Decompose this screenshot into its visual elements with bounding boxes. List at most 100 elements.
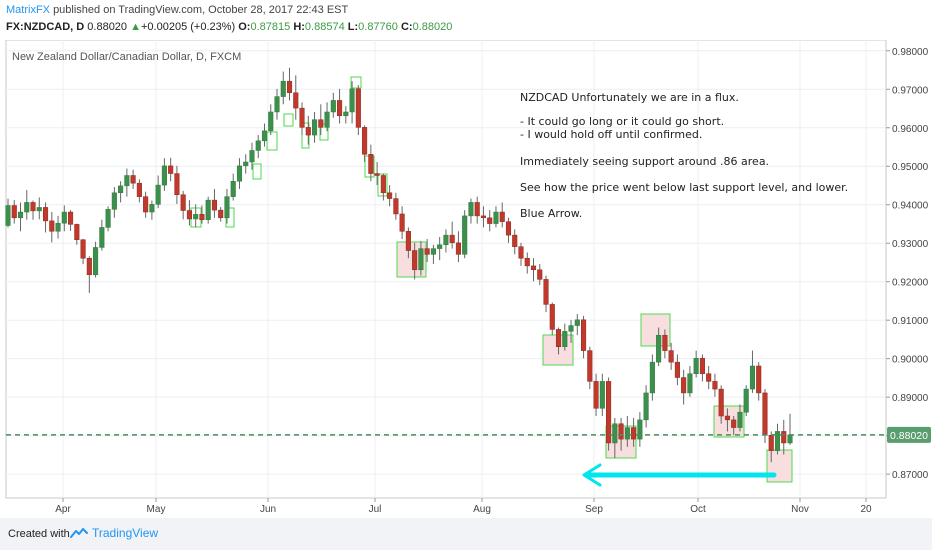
candle-up: [787, 434, 793, 444]
candle-up: [574, 319, 580, 326]
tradingview-link[interactable]: TradingView: [70, 526, 158, 540]
candle-down: [549, 304, 555, 330]
candle-down: [186, 210, 192, 220]
candle-down: [286, 80, 293, 93]
y-tick-label: 0.95000: [892, 162, 929, 173]
candle-up: [637, 419, 643, 440]
candle-up: [243, 161, 249, 167]
candle-up: [493, 211, 499, 224]
created-with-label: Created with: [8, 528, 70, 540]
close-label: C:: [400, 21, 413, 33]
x-tick-label: Aug: [473, 504, 491, 515]
publisher-name[interactable]: MatrixFX: [6, 4, 50, 16]
candles: [5, 67, 793, 463]
candle-down: [393, 198, 399, 215]
candle-down: [11, 205, 17, 219]
candle-down: [618, 423, 624, 440]
x-tick-label: Apr: [55, 504, 71, 515]
candle-down: [305, 127, 311, 136]
candle-down: [168, 165, 174, 174]
candle-down: [30, 202, 36, 212]
candle-up: [5, 205, 11, 226]
quote-line: FX:NZDCAD, D 0.88020 ▲+0.00205 (+0.23%) …: [6, 21, 452, 33]
footer-bar: Created with TradingView: [0, 518, 932, 550]
note-line-4: See how the price went below last suppor…: [520, 181, 848, 194]
candle-up: [737, 411, 743, 428]
candle-down: [74, 224, 80, 240]
candle-up: [24, 202, 30, 213]
candle-down: [424, 248, 430, 255]
candle-down: [543, 279, 549, 305]
candle-down: [524, 257, 530, 267]
note-line-3: Immediately seeing support around .86 ar…: [520, 155, 769, 168]
candle-up: [55, 222, 61, 232]
note-text: NZDCAD Unfortunately we are in a flux. -…: [520, 91, 848, 220]
candle-up: [274, 96, 280, 113]
price-chart[interactable]: 0.98000 0.97000 0.96000 0.95000 0.94000 0.930…: [0, 40, 932, 518]
x-tick-label: May: [147, 504, 166, 515]
candle-down: [136, 182, 142, 197]
candle-down: [699, 358, 705, 374]
candle-down: [474, 202, 480, 217]
candle-down: [674, 361, 680, 378]
blue-arrow-head: [582, 463, 602, 487]
candle-down: [587, 350, 593, 382]
candle-up: [462, 215, 468, 255]
highlight-box: [283, 113, 294, 127]
price-axis[interactable]: 0.98000 0.97000 0.96000 0.95000 0.94000 0.930…: [886, 47, 929, 481]
candle-up: [324, 111, 330, 128]
candle-down: [405, 231, 411, 251]
candle-up: [224, 196, 230, 219]
candle-up: [612, 423, 618, 444]
candle-down: [299, 107, 305, 128]
candle-up: [749, 365, 756, 390]
candle-down: [518, 246, 524, 259]
candle-down: [455, 242, 461, 255]
candle-down: [480, 215, 487, 219]
candle-down: [505, 221, 512, 236]
candle-down: [668, 350, 674, 363]
current-price-tag-text: 0.88020: [890, 430, 928, 442]
highlight-box: [301, 122, 310, 149]
candle-up: [36, 207, 42, 212]
candle-down: [731, 419, 737, 428]
candle-up: [599, 381, 605, 409]
candle-down: [211, 199, 217, 211]
candle-down: [606, 381, 612, 444]
candle-down: [593, 381, 599, 409]
y-tick-label: 0.92000: [892, 278, 929, 289]
candle-up: [443, 234, 449, 246]
candle-up: [61, 211, 67, 224]
candle-up: [268, 111, 274, 132]
candle-up: [111, 192, 117, 210]
last-price: 0.88020: [87, 21, 128, 33]
candle-down: [762, 392, 768, 436]
candle-down: [681, 377, 687, 394]
candle-down: [362, 127, 368, 155]
y-tick-label: 0.90000: [892, 355, 929, 366]
candle-down: [143, 196, 149, 213]
candle-up: [430, 248, 436, 255]
candle-down: [724, 415, 730, 421]
candle-down: [355, 88, 361, 128]
candle-down: [718, 388, 724, 417]
time-axis[interactable]: Apr May Jun Jul Aug Sep Oct Nov 20: [55, 498, 872, 515]
candle-down: [537, 269, 543, 280]
candle-down: [174, 173, 180, 195]
candle-up: [93, 247, 99, 276]
candle-up: [330, 100, 336, 113]
close-value: 0.88020: [412, 21, 453, 33]
low-value: 0.87760: [358, 21, 398, 33]
candle-up: [236, 165, 243, 182]
candle-up: [205, 199, 211, 220]
candle-down: [380, 175, 386, 194]
candle-down: [337, 100, 343, 117]
candle-down: [130, 175, 136, 184]
candle-down: [499, 211, 505, 222]
candle-up: [230, 180, 236, 197]
chart-title: New Zealand Dollar/Canadian Dollar, D, F…: [12, 51, 241, 63]
candle-down: [180, 194, 186, 211]
highlight-box: [252, 163, 262, 180]
candle-down: [49, 220, 55, 232]
x-tick-label: Oct: [690, 504, 706, 515]
